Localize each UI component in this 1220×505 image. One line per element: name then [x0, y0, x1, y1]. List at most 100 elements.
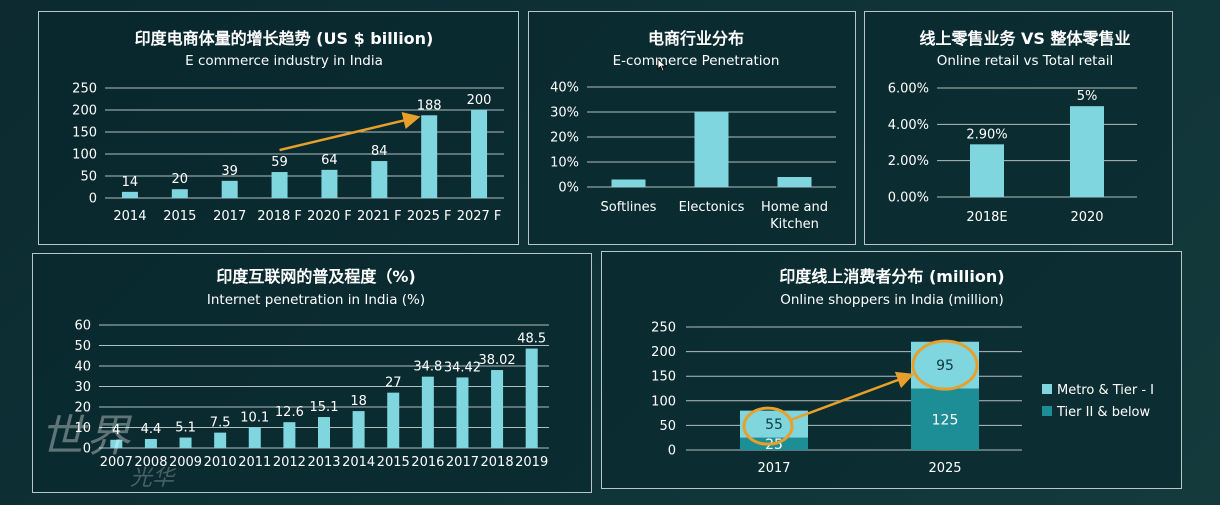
- x-tick-label: 2025 F: [407, 209, 452, 224]
- chart-subtitle: Internet penetration in India (%): [207, 292, 425, 308]
- y-tick-label: 20: [74, 401, 91, 416]
- mouse-cursor-icon: [657, 58, 667, 72]
- data-label: 64: [321, 153, 338, 168]
- data-label: 200: [467, 93, 492, 108]
- ecommerce-growth-panel: 印度电商体量的增长趋势 (US $ billion) E commerce ind…: [38, 11, 519, 245]
- online-shoppers-panel: 印度线上消费者分布 (million) Online shoppers in In…: [601, 251, 1182, 489]
- data-label: 4.4: [141, 422, 162, 437]
- y-tick-label: 0%: [558, 181, 579, 196]
- x-tick-label: 2011: [238, 455, 271, 470]
- y-tick-label: 2.00%: [888, 154, 929, 169]
- x-tick-label: 2017: [757, 461, 790, 476]
- data-label: 34.42: [444, 360, 481, 375]
- bar: [777, 177, 812, 187]
- bar: [121, 191, 138, 198]
- watermark-subtext: 光华: [130, 466, 175, 491]
- bar: [171, 189, 188, 198]
- data-label: 38.02: [478, 353, 515, 368]
- ecommerce-growth-chart: 印度电商体量的增长趋势 (US $ billion) E commerce ind…: [72, 29, 504, 224]
- bar: [371, 161, 388, 198]
- bar: [694, 112, 729, 187]
- x-tick-label: 2018 F: [257, 209, 302, 224]
- bar: [1070, 106, 1104, 197]
- bar: [525, 348, 538, 448]
- y-tick-label: 10: [74, 421, 91, 436]
- y-tick-label: 30%: [550, 106, 579, 121]
- y-tick-label: 50: [659, 419, 676, 434]
- data-label: 14: [122, 175, 139, 190]
- bar: [321, 169, 338, 198]
- data-label: 55: [765, 417, 783, 433]
- x-tick-label: 2010: [204, 455, 237, 470]
- growth-arrow: [279, 112, 421, 152]
- data-label: 125: [932, 412, 959, 428]
- online-shoppers-chart: 印度线上消费者分布 (million) Online shoppers in In…: [651, 267, 1154, 476]
- chart-title: 印度电商体量的增长趋势 (US $ billion): [135, 29, 434, 48]
- x-tick-label: 2012: [273, 455, 306, 470]
- data-label: 10.1: [240, 410, 269, 425]
- bar: [970, 144, 1004, 197]
- x-tick-label: 2017: [213, 209, 246, 224]
- x-tick-label: 2017: [446, 455, 479, 470]
- y-tick-label: 250: [72, 82, 97, 97]
- bar: [456, 377, 469, 448]
- x-tick-label: 2027 F: [457, 209, 502, 224]
- y-tick-label: 0: [668, 444, 676, 459]
- data-label: 27: [385, 376, 402, 391]
- data-label: 188: [417, 98, 442, 113]
- bar-metro: [740, 410, 808, 438]
- chart-subtitle: E-commerce Penetration: [613, 53, 780, 69]
- x-tick-label: Home and: [761, 200, 828, 215]
- y-tick-label: 0: [89, 192, 97, 207]
- data-label: 39: [221, 164, 238, 179]
- ecommerce-penetration-panel: 电商行业分布 E-commerce Penetration 0% 10% 20% 30% 4…: [528, 11, 856, 245]
- growth-arrow: [789, 371, 915, 422]
- x-tick-label: 2015: [377, 455, 410, 470]
- y-tick-label: 6.00%: [888, 82, 929, 97]
- chart-subtitle: Online retail vs Total retail: [937, 53, 1114, 69]
- y-tick-label: 200: [72, 104, 97, 119]
- legend-label: Tier II & below: [1056, 405, 1151, 420]
- y-tick-label: 50: [80, 170, 97, 185]
- chart-title: 印度线上消费者分布 (million): [779, 267, 1004, 286]
- chart-title: 电商行业分布: [648, 29, 744, 48]
- bar: [387, 392, 400, 448]
- internet-penetration-panel: 印度互联网的普及程度（%) Internet penetration in Ind…: [32, 253, 592, 493]
- online-retail-panel: 线上零售业务 VS 整体零售业 Online retail vs Total re…: [864, 11, 1173, 245]
- legend-label: Metro & Tier - I: [1057, 383, 1154, 398]
- highlight-circle: [742, 406, 794, 446]
- y-tick-label: 40%: [550, 81, 579, 96]
- bar-tier2: [911, 388, 979, 450]
- y-tick-label: 100: [651, 394, 676, 409]
- data-label: 2.90%: [966, 127, 1007, 142]
- y-tick-label: 30: [74, 380, 91, 395]
- bar: [421, 115, 438, 198]
- y-tick-label: 150: [651, 370, 676, 385]
- bar: [352, 411, 365, 448]
- x-tick-label: 2007: [100, 455, 133, 470]
- data-label: 5.1: [175, 421, 196, 436]
- x-tick-label: 2014: [342, 455, 375, 470]
- online-retail-chart: 线上零售业务 VS 整体零售业 Online retail vs Total re…: [888, 29, 1137, 225]
- x-tick-label: 2018: [481, 455, 514, 470]
- x-tick-label: 2015: [163, 209, 196, 224]
- y-tick-label: 10%: [550, 156, 579, 171]
- data-label: 48.5: [517, 332, 546, 347]
- x-tick-label: 2013: [307, 455, 340, 470]
- bar: [110, 439, 123, 448]
- x-tick-label: 2018E: [966, 210, 1007, 225]
- x-tick-label: 2019: [515, 455, 548, 470]
- data-label: 5%: [1077, 89, 1098, 104]
- y-tick-label: 200: [651, 345, 676, 360]
- y-tick-label: 250: [651, 321, 676, 336]
- y-tick-label: 40: [74, 360, 91, 375]
- data-label: 7.5: [210, 416, 231, 431]
- bar: [179, 437, 192, 448]
- x-tick-label: 2020: [1070, 210, 1103, 225]
- data-label: 34.8: [413, 360, 442, 375]
- chart-title: 印度互联网的普及程度（%): [216, 267, 415, 286]
- y-tick-label: 150: [72, 126, 97, 141]
- ecommerce-penetration-chart: 电商行业分布 E-commerce Penetration 0% 10% 20% 30% 4…: [550, 29, 836, 232]
- bar: [471, 110, 488, 198]
- y-tick-label: 0: [83, 442, 91, 457]
